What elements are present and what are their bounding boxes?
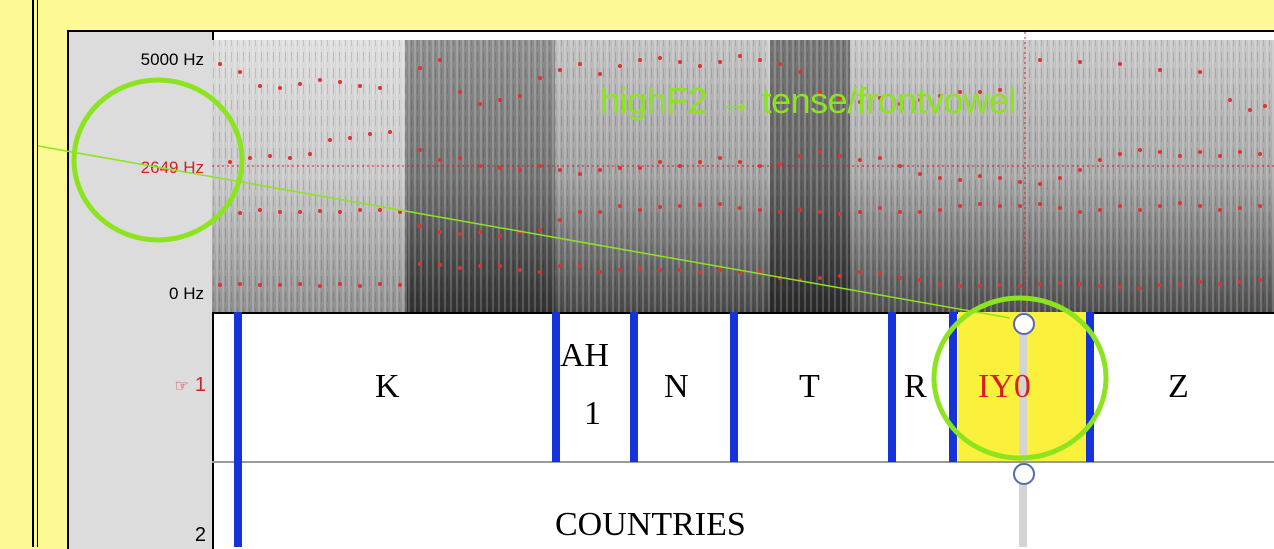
segment-label-selected[interactable]: IY0 <box>978 368 1031 405</box>
boundary-line[interactable] <box>552 312 560 462</box>
annotation-circle-segment <box>931 295 1109 461</box>
freq-label-bottom: 0 Hz <box>169 284 204 303</box>
boundary-handle[interactable] <box>1013 463 1035 485</box>
annotation-circle-freq <box>71 77 245 243</box>
boundary-line[interactable] <box>888 312 896 462</box>
segment-label[interactable]: Z <box>1168 368 1189 405</box>
segment-label[interactable]: R <box>904 368 927 405</box>
freq-label-top: 5000 Hz <box>140 50 204 69</box>
window-frame-edge-inner <box>37 0 38 547</box>
boundary-line[interactable] <box>949 312 957 462</box>
spectrogram[interactable] <box>212 40 1274 312</box>
pointing-hand-icon: ☞ <box>174 378 189 395</box>
window-frame-edge <box>32 0 34 547</box>
segment-label[interactable]: 1 <box>584 395 601 432</box>
annotation-label: highF2 → tense/frontvowel <box>600 80 1016 121</box>
formant-tracks <box>218 54 1267 290</box>
segment-label[interactable]: T <box>799 368 820 405</box>
boundary-line[interactable] <box>630 312 638 462</box>
boundary-line[interactable] <box>730 312 738 462</box>
boundary-line[interactable] <box>234 312 242 547</box>
time-cursor[interactable] <box>1019 312 1027 547</box>
segment-label[interactable]: AH <box>560 337 610 374</box>
tier-2-label[interactable]: 2 <box>194 524 206 546</box>
annotation-pointer-line <box>37 145 1011 319</box>
boundary-line[interactable] <box>1086 312 1094 462</box>
word-label[interactable]: COUNTRIES <box>555 506 746 543</box>
segment-label[interactable]: N <box>664 368 689 405</box>
axis-gutter: 5000 Hz 2649 Hz 0 Hz ☞ 1 2 <box>69 32 212 549</box>
tier-separator <box>212 461 1274 463</box>
spectrogram-border <box>214 312 1274 314</box>
tier-1-number: 1 <box>194 374 206 396</box>
tier-1-label[interactable]: ☞ 1 <box>175 374 206 397</box>
boundary-handle[interactable] <box>1013 313 1035 335</box>
segment-label[interactable]: K <box>375 368 400 405</box>
